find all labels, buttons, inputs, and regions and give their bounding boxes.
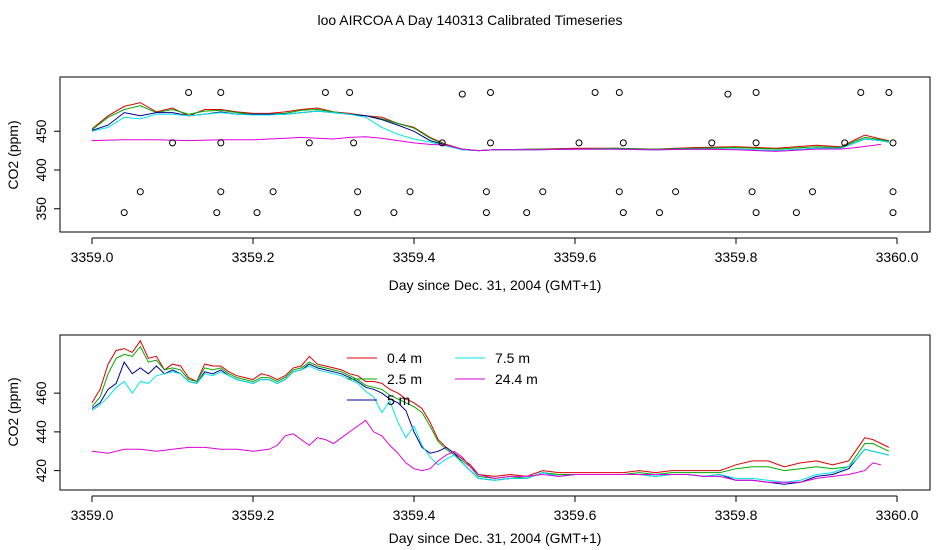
data-point <box>253 209 261 217</box>
data-point <box>482 209 490 217</box>
y-tick-label: 460 <box>33 381 49 405</box>
data-point <box>752 209 760 217</box>
data-point <box>350 139 358 147</box>
data-point <box>889 188 897 196</box>
panel-top: 3359.0 3359.2 3359.4 3359.6 3359.8 3360.0 350… <box>5 76 931 293</box>
legend-label: 24.4 m <box>495 371 538 387</box>
series-line-5m <box>91 110 889 152</box>
data-point <box>217 188 225 196</box>
x-tick-label: 3360.0 <box>876 249 919 265</box>
x-tick-label: 3359.6 <box>554 507 597 523</box>
data-point <box>619 139 627 147</box>
data-point <box>390 209 398 217</box>
data-point <box>305 139 313 147</box>
data-point <box>724 90 732 98</box>
x-tick-label: 3359.0 <box>71 249 114 265</box>
data-point <box>539 188 547 196</box>
data-point <box>354 188 362 196</box>
data-point <box>169 139 176 147</box>
legend-label: 7.5 m <box>495 350 530 366</box>
series-line-25m <box>91 345 890 479</box>
data-point <box>120 209 128 217</box>
series-line-04m <box>91 102 889 152</box>
legend-label: 5 m <box>387 392 410 408</box>
data-point <box>809 188 816 196</box>
data-point <box>213 209 221 217</box>
x-tick-label: 3359.8 <box>715 507 758 523</box>
y-axis-bottom: 420 440 460 <box>33 381 61 483</box>
series-lines-top <box>91 102 889 152</box>
y-tick-label: 440 <box>33 420 49 444</box>
x-tick-label: 3359.0 <box>71 507 114 523</box>
data-point <box>615 89 623 96</box>
chart-title: loo AIRCOA A Day 140313 Calibrated Times… <box>317 12 622 28</box>
data-point <box>406 188 414 196</box>
data-point <box>458 90 466 98</box>
panel-bottom: 3359.0 3359.2 3359.4 3359.6 3359.8 3360.0 420… <box>5 334 931 546</box>
data-point <box>841 139 849 147</box>
y-tick-label: 350 <box>33 197 49 221</box>
data-point <box>217 139 225 147</box>
data-point <box>346 89 354 96</box>
data-point <box>792 209 800 217</box>
y-tick-label: 400 <box>33 158 49 182</box>
x-axis-label-bottom: Day since Dec. 31, 2004 (GMT+1) <box>389 530 602 546</box>
series-line-75m <box>91 110 889 152</box>
series-line-244m <box>91 136 881 152</box>
data-point <box>615 188 623 196</box>
data-point <box>487 89 494 96</box>
data-point <box>185 89 193 96</box>
series-line-25m <box>91 105 889 152</box>
x-tick-label: 3359.6 <box>554 249 597 265</box>
series-line-244m <box>91 419 882 483</box>
data-point <box>482 188 490 196</box>
x-tick-label: 3359.4 <box>393 507 436 523</box>
data-point <box>656 209 663 217</box>
x-axis-bottom: 3359.0 3359.2 3359.4 3359.6 3359.8 3360.0 <box>71 495 919 523</box>
x-tick-label: 3359.2 <box>232 507 275 523</box>
data-point <box>748 188 756 196</box>
data-point <box>889 209 897 217</box>
x-tick-label: 3359.8 <box>715 249 758 265</box>
series-line-04m <box>91 339 890 477</box>
data-point <box>619 209 627 217</box>
data-point <box>889 139 897 147</box>
x-axis-top: 3359.0 3359.2 3359.4 3359.6 3359.8 3360.0 <box>71 237 919 265</box>
data-point <box>487 139 494 147</box>
data-point <box>857 89 865 96</box>
x-axis-label-top: Day since Dec. 31, 2004 (GMT+1) <box>389 277 602 293</box>
data-point <box>269 188 277 196</box>
data-point <box>354 209 362 217</box>
x-tick-label: 3359.2 <box>232 249 275 265</box>
legend-label: 0.4 m <box>387 350 422 366</box>
y-tick-label: 450 <box>33 119 49 143</box>
data-point <box>217 89 225 96</box>
data-point <box>708 139 716 147</box>
series-line-75m <box>91 365 890 483</box>
y-axis-label-top: CO2 (ppm) <box>5 120 21 189</box>
data-point <box>752 89 760 96</box>
data-point <box>321 89 329 96</box>
x-tick-label: 3360.0 <box>876 507 919 523</box>
y-tick-label: 420 <box>33 459 49 483</box>
points-top <box>120 89 897 217</box>
data-point <box>672 188 680 196</box>
y-axis-label-bottom: CO2 (ppm) <box>5 377 21 446</box>
series-lines-bottom <box>91 339 890 485</box>
data-point <box>523 209 531 217</box>
data-point <box>575 139 583 147</box>
data-point <box>752 139 760 147</box>
x-tick-label: 3359.4 <box>393 249 436 265</box>
data-point <box>438 139 446 147</box>
series-line-5m <box>91 361 890 485</box>
legend-label: 2.5 m <box>387 371 422 387</box>
legend: 0.4 m 2.5 m 5 m 7.5 m 24.4 m <box>347 350 538 408</box>
plot-frame-top <box>59 76 931 233</box>
data-point <box>885 89 893 96</box>
y-axis-top: 350 400 450 <box>33 119 61 221</box>
data-point <box>136 188 144 196</box>
data-point <box>591 89 599 96</box>
